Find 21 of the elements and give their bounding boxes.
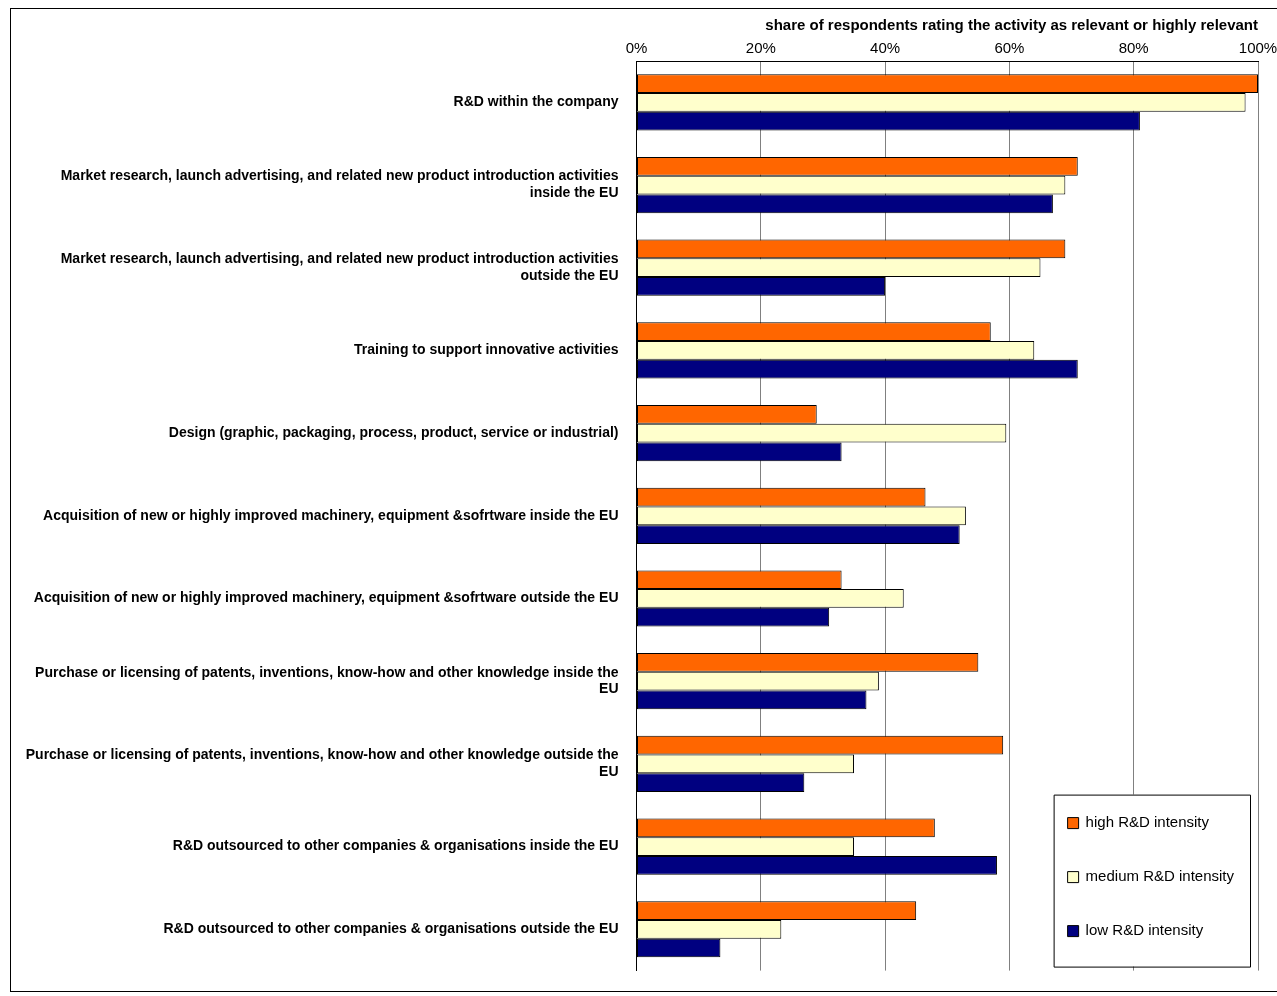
- legend-label: medium R&D intensity: [1085, 866, 1235, 884]
- y-tick-label: R&D outsourced to other companies & organisations inside the EU: [172, 837, 619, 854]
- x-tick-label: 60%: [994, 39, 1025, 57]
- legend-label: high R&D intensity: [1085, 812, 1210, 830]
- y-tick-label: Market research, launch advertising, and related new product introduction activities inside the EU: [60, 167, 619, 201]
- legend-label: low R&D intensity: [1085, 920, 1204, 938]
- y-tick-label: Market research, launch advertising, and related new product introduction activities outside the EU: [60, 250, 619, 283]
- x-tick-label: 0%: [625, 39, 648, 57]
- y-tick-label: Design (graphic, packaging, process, product, service or industrial): [168, 423, 619, 440]
- y-tick-label: Purchase or licensing of patents, inventions, know-how and other knowledge inside the EU: [35, 663, 619, 697]
- x-tick-label: 100%: [1238, 39, 1277, 57]
- y-tick-label: Purchase or licensing of patents, inventions, know-how and other knowledge outside the EU: [25, 746, 619, 780]
- y-tick-label: R&D within the company: [453, 93, 619, 110]
- x-tick-label: 80%: [1118, 39, 1149, 57]
- x-axis-title: share of respondents rating the activity as relevant or highly relevant: [765, 16, 1258, 34]
- y-tick-label: Acquisition of new or highly improved machinery, equipment &sofrtware outside the EU: [33, 589, 619, 606]
- y-tick-label: R&D outsourced to other companies & organisations outside the EU: [163, 920, 619, 937]
- y-tick-label: Acquisition of new or highly improved machinery, equipment &sofrtware inside the EU: [43, 506, 619, 523]
- y-tick-label: Training to support innovative activities: [354, 341, 619, 358]
- x-tick-label: 20%: [745, 39, 776, 57]
- x-tick-label: 40%: [870, 39, 901, 57]
